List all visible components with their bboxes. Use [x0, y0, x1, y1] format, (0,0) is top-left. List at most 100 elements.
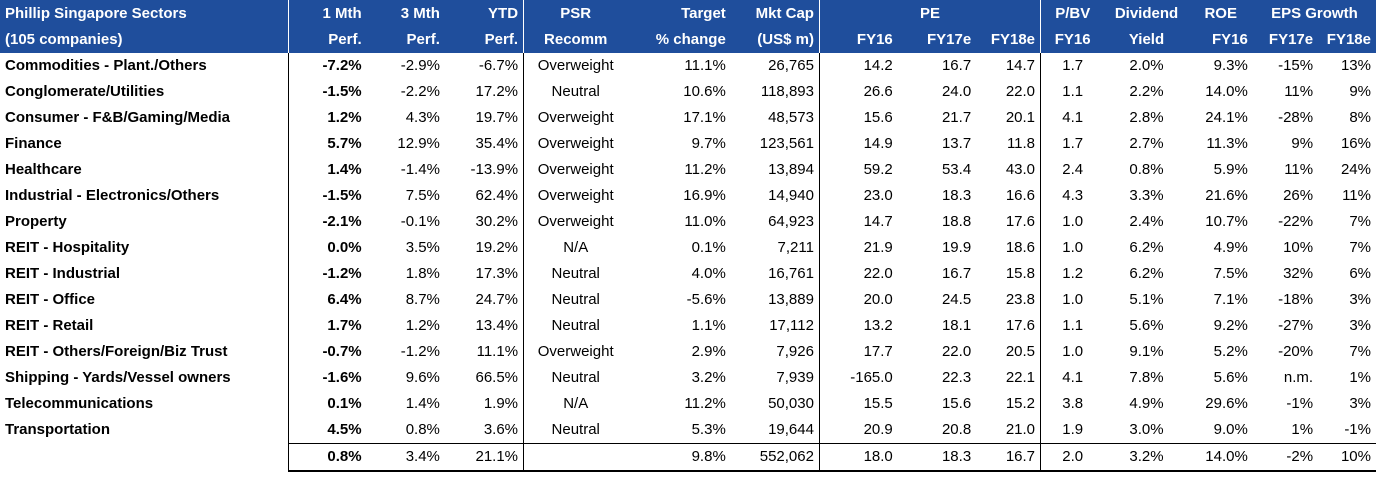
header-ytd-perf: Perf.	[444, 27, 524, 53]
cell-eps-fy18e: 1%	[1349, 369, 1371, 386]
cell-pe-fy18e: 43.0	[1005, 161, 1036, 178]
cell-psr-recomm: Neutral	[523, 365, 628, 391]
cell-eps-fy18e: 7%	[1349, 239, 1371, 256]
cell-mkt-cap: 118,893	[760, 83, 814, 100]
header-eps-fy17e: FY17e	[1252, 27, 1319, 53]
cell-psr-recomm: N/A	[523, 235, 628, 261]
cell-pbv-fy16: 3.8	[1040, 391, 1105, 417]
cell-eps-fy17e: 11%	[1284, 161, 1314, 178]
cell-pe-fy18e: 18.6	[1005, 239, 1036, 256]
cell-psr-recomm: Overweight	[523, 53, 628, 79]
cell-sector-name: REIT - Others/Foreign/Biz Trust	[5, 343, 228, 360]
cell-dividend-yield: 2.7%	[1129, 135, 1164, 152]
cell-eps-fy17e: -27%	[1278, 317, 1314, 334]
cell-mkt-cap: 7,939	[776, 369, 814, 386]
cell-target-change: 11.0%	[684, 213, 726, 230]
total-pe-fy17e: 18.3	[897, 443, 977, 472]
cell-1mth-perf: -1.6%	[288, 365, 367, 391]
cell-ytd-perf: 3.6%	[483, 421, 519, 438]
cell-mkt-cap: 13,894	[768, 161, 814, 178]
cell-pe-fy17e: 18.1	[941, 317, 972, 334]
cell-3mth-perf: 1.2%	[405, 317, 440, 334]
cell-psr-recomm: Neutral	[523, 261, 628, 287]
table-row: Property -2.1% -0.1% 30.2% Overweight 11.0% 64…	[0, 209, 1376, 235]
table-row: Commodities - Plant./Others -7.2% -2.9% -6.…	[0, 53, 1376, 79]
cell-pbv-fy16: 1.0	[1040, 339, 1105, 365]
cell-ytd-perf: 1.9%	[483, 395, 519, 412]
total-dividend-yield: 3.2%	[1104, 443, 1189, 472]
cell-pe-fy18e: 17.6	[1005, 213, 1036, 230]
cell-ytd-perf: 35.4%	[475, 135, 519, 152]
table-row: REIT - Industrial -1.2% 1.8% 17.3% Neutral 4.…	[0, 261, 1376, 287]
cell-mkt-cap: 123,561	[759, 135, 814, 152]
cell-ytd-perf: 17.2%	[475, 83, 519, 100]
table-row: Conglomerate/Utilities -1.5% -2.2% 17.2% Neu…	[0, 79, 1376, 105]
cell-pe-fy16: 23.0	[818, 183, 898, 209]
cell-ytd-perf: -13.9%	[470, 161, 519, 178]
cell-1mth-perf: -7.2%	[288, 53, 367, 79]
cell-3mth-perf: 8.7%	[405, 291, 440, 308]
cell-roe-fy16: 5.9%	[1213, 161, 1248, 178]
cell-pe-fy18e: 16.6	[1005, 187, 1036, 204]
cell-mkt-cap: 19,644	[768, 421, 814, 438]
cell-dividend-yield: 5.6%	[1129, 317, 1164, 334]
cell-target-change: 17.1%	[683, 109, 726, 126]
cell-eps-fy17e: -22%	[1278, 213, 1314, 230]
cell-psr-recomm: Overweight	[523, 209, 628, 235]
cell-eps-fy18e: -1%	[1344, 421, 1371, 438]
cell-ytd-perf: -6.7%	[478, 57, 519, 74]
cell-pbv-fy16: 1.0	[1040, 235, 1105, 261]
table-row: REIT - Hospitality 0.0% 3.5% 19.2% N/A 0.1% 7,…	[0, 235, 1376, 261]
cell-eps-fy17e: 26%	[1283, 187, 1314, 204]
total-1mth-perf: 0.8%	[288, 443, 367, 472]
header-roe: ROE	[1188, 0, 1253, 27]
header-3mth-perf: Perf.	[366, 27, 445, 53]
cell-eps-fy17e: -28%	[1278, 109, 1314, 126]
header-row-2: (105 companies) Perf. Perf. Perf. Recomm…	[0, 27, 1376, 53]
total-sector-name	[0, 444, 289, 472]
data-table: Phillip Singapore Sectors 1 Mth 3 Mth YT…	[0, 0, 1376, 472]
header-pe-fy18e: FY18e	[976, 27, 1041, 53]
cell-psr-recomm: N/A	[523, 391, 628, 417]
cell-eps-fy18e: 11%	[1342, 187, 1371, 204]
cell-pe-fy18e: 22.0	[1005, 83, 1036, 100]
cell-dividend-yield: 2.2%	[1129, 83, 1164, 100]
cell-1mth-perf: -0.7%	[288, 339, 367, 365]
cell-3mth-perf: 1.8%	[405, 265, 440, 282]
table-row: Industrial - Electronics/Others -1.5% 7.5%…	[0, 183, 1376, 209]
cell-eps-fy17e: -18%	[1278, 291, 1314, 308]
cell-mkt-cap: 50,030	[768, 395, 814, 412]
cell-dividend-yield: 0.8%	[1129, 161, 1164, 178]
total-eps-fy17e: -2%	[1252, 443, 1319, 472]
cell-pe-fy17e: 24.5	[941, 291, 972, 308]
table-row: Telecommunications 0.1% 1.4% 1.9% N/A 11.2% 50…	[0, 391, 1376, 417]
cell-roe-fy16: 10.7%	[1205, 213, 1248, 230]
cell-pe-fy17e: 19.9	[941, 239, 972, 256]
cell-roe-fy16: 7.5%	[1213, 265, 1248, 282]
total-eps-fy18e: 10%	[1318, 443, 1376, 472]
cell-mkt-cap: 17,112	[769, 317, 814, 334]
cell-eps-fy17e: n.m.	[1283, 369, 1314, 386]
header-roe-fy16: FY16	[1188, 27, 1253, 53]
cell-pe-fy17e: 18.8	[941, 213, 972, 230]
cell-pe-fy18e: 21.0	[1005, 421, 1036, 438]
cell-pe-fy18e: 15.2	[1005, 395, 1036, 412]
cell-1mth-perf: 1.4%	[288, 157, 367, 183]
cell-eps-fy18e: 3%	[1349, 291, 1371, 308]
cell-pe-fy18e: 15.8	[1005, 265, 1036, 282]
cell-pe-fy16: 17.7	[818, 339, 898, 365]
cell-pbv-fy16: 1.7	[1040, 53, 1105, 79]
cell-eps-fy18e: 16%	[1340, 135, 1371, 152]
cell-sector-name: REIT - Hospitality	[5, 239, 130, 256]
cell-1mth-perf: 1.2%	[288, 105, 367, 131]
cell-3mth-perf: 4.3%	[405, 109, 440, 126]
cell-eps-fy18e: 8%	[1349, 109, 1371, 126]
cell-3mth-perf: -0.1%	[400, 213, 440, 230]
cell-3mth-perf: -2.9%	[400, 57, 440, 74]
cell-1mth-perf: -1.5%	[288, 183, 367, 209]
cell-3mth-perf: 12.9%	[397, 135, 440, 152]
cell-roe-fy16: 9.2%	[1213, 317, 1248, 334]
cell-psr-recomm: Overweight	[523, 183, 628, 209]
cell-ytd-perf: 11.1%	[476, 343, 519, 360]
cell-3mth-perf: -1.2%	[400, 343, 440, 360]
